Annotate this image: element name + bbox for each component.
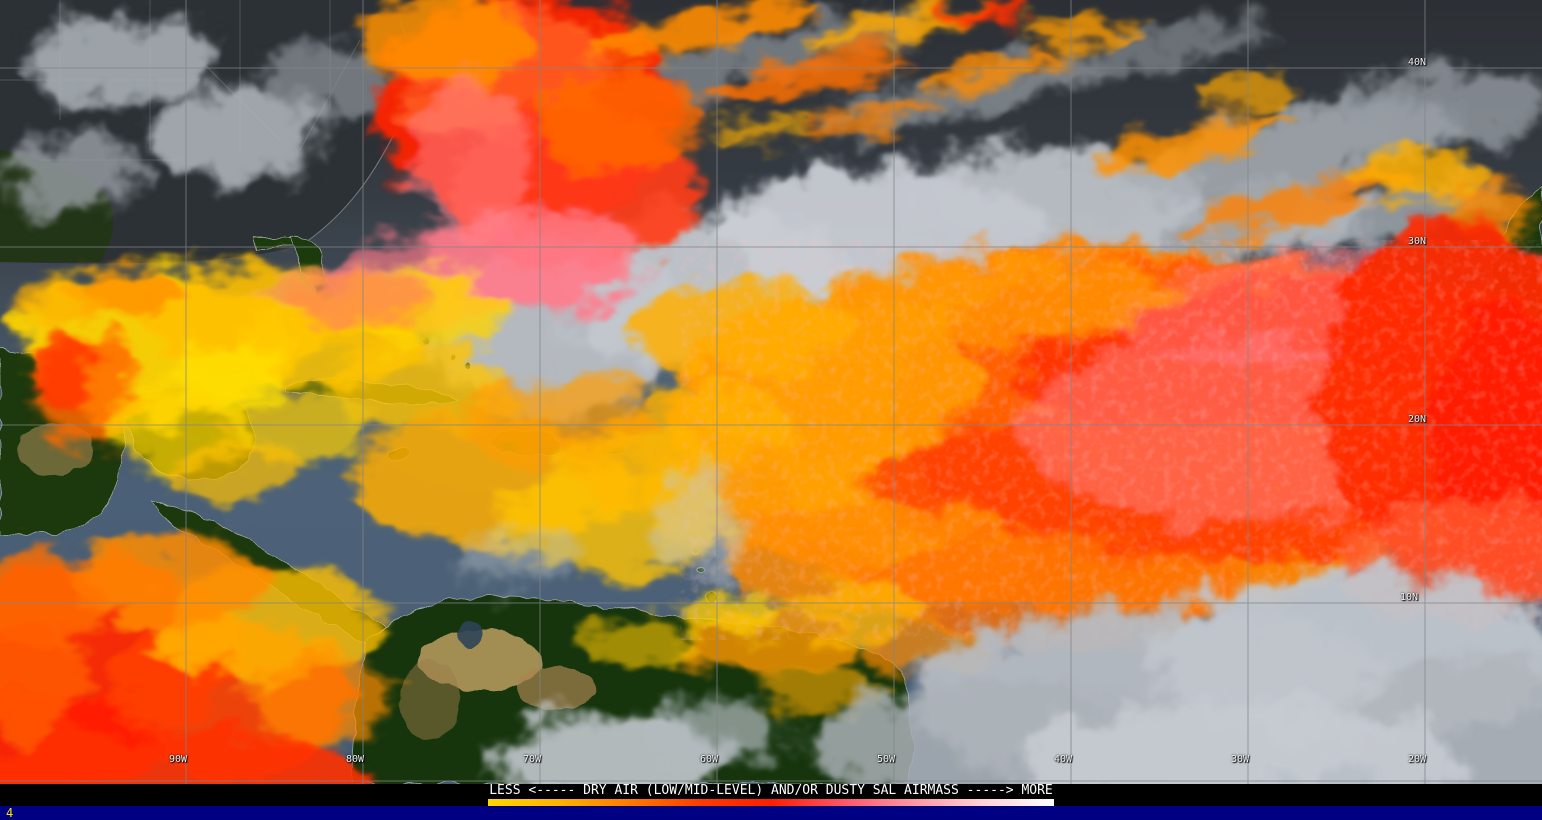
legend-colorbar [488,799,1054,806]
lon-label-60w: 60W [700,754,719,765]
status-bar: 4 GOES-EAST: SAHARAN AIR LAYER TRACKING … [0,806,1542,820]
lon-label-70w: 70W [523,754,542,765]
satellite-composite-image [0,0,1542,784]
lon-label-50w: 50W [877,754,896,765]
lon-label-30w: 30W [1231,754,1250,765]
status-text: GOES-EAST: SAHARAN AIR LAYER TRACKING PR… [418,806,802,820]
legend-caption: LESS <----- DRY AIR (LOW/MID-LEVEL) AND/… [489,783,1053,798]
lon-label-90w: 90W [169,754,188,765]
frame-number: 4 [6,806,14,820]
lon-label-80w: 80W [346,754,365,765]
lon-label-40w: 40W [1054,754,1073,765]
lon-label-20w: 20W [1408,754,1427,765]
sal-dust-layer [0,0,1542,784]
lat-label-10n: 10N [1400,592,1419,603]
satellite-map: 40N 30N 20N 10N 90W 80W 70W 60W 50W 40W … [0,0,1542,784]
lat-label-30n: 30N [1408,236,1427,247]
cloud-cover-lower [460,465,1542,784]
lat-label-40n: 40N [1408,57,1427,68]
lat-label-20n: 20N [1408,414,1427,425]
graticule-grid [0,0,1542,784]
legend: LESS <----- DRY AIR (LOW/MID-LEVEL) AND/… [0,784,1542,806]
